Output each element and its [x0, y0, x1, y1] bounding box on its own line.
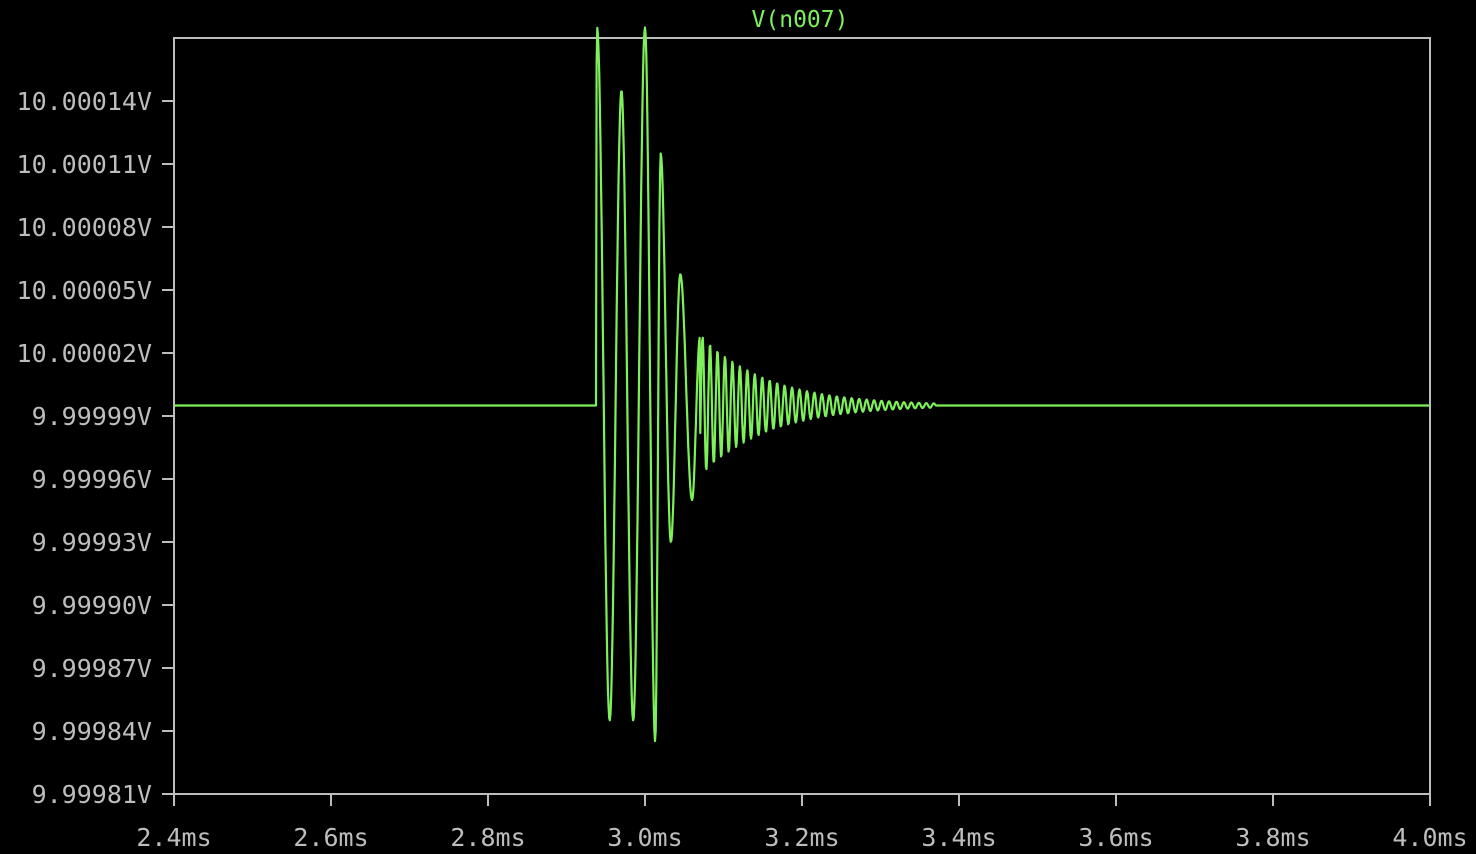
- y-tick-label: 10.00005V: [17, 276, 152, 305]
- y-tick-label: 9.99996V: [32, 465, 152, 494]
- x-axis: 2.4ms 2.6ms 2.8ms 3.0ms 3.2ms 3.4ms 3.6ms 3.8ms…: [136, 794, 1468, 852]
- x-tick-label: 2.4ms: [136, 823, 211, 852]
- y-tick-label: 9.99981V: [32, 780, 152, 809]
- y-tick-label: 10.00014V: [17, 87, 152, 116]
- y-tick-label: 9.99999V: [32, 402, 152, 431]
- x-tick-label: 2.6ms: [293, 823, 368, 852]
- x-tick-label: 3.6ms: [1078, 823, 1153, 852]
- x-tick-label: 3.0ms: [607, 823, 682, 852]
- x-tick-label: 2.8ms: [450, 823, 525, 852]
- x-tick-label: 3.2ms: [764, 823, 839, 852]
- y-tick-label: 9.99993V: [32, 528, 152, 557]
- trace-line-v-n007[interactable]: [173, 26, 1431, 743]
- y-tick-label: 9.99984V: [32, 717, 152, 746]
- x-tick-label: 3.4ms: [921, 823, 996, 852]
- trace-title[interactable]: V(n007): [752, 7, 849, 33]
- x-tick-label: 4.0ms: [1392, 823, 1467, 852]
- y-tick-label: 10.00011V: [17, 150, 152, 179]
- y-tick-label: 9.99987V: [32, 654, 152, 683]
- y-tick-label: 9.99990V: [32, 591, 152, 620]
- y-tick-label: 10.00002V: [17, 339, 152, 368]
- y-axis: 10.00014V 10.00011V 10.00008V 10.00005V 10.0…: [17, 87, 174, 809]
- x-tick-label: 3.8ms: [1235, 823, 1310, 852]
- y-tick-label: 10.00008V: [17, 213, 152, 242]
